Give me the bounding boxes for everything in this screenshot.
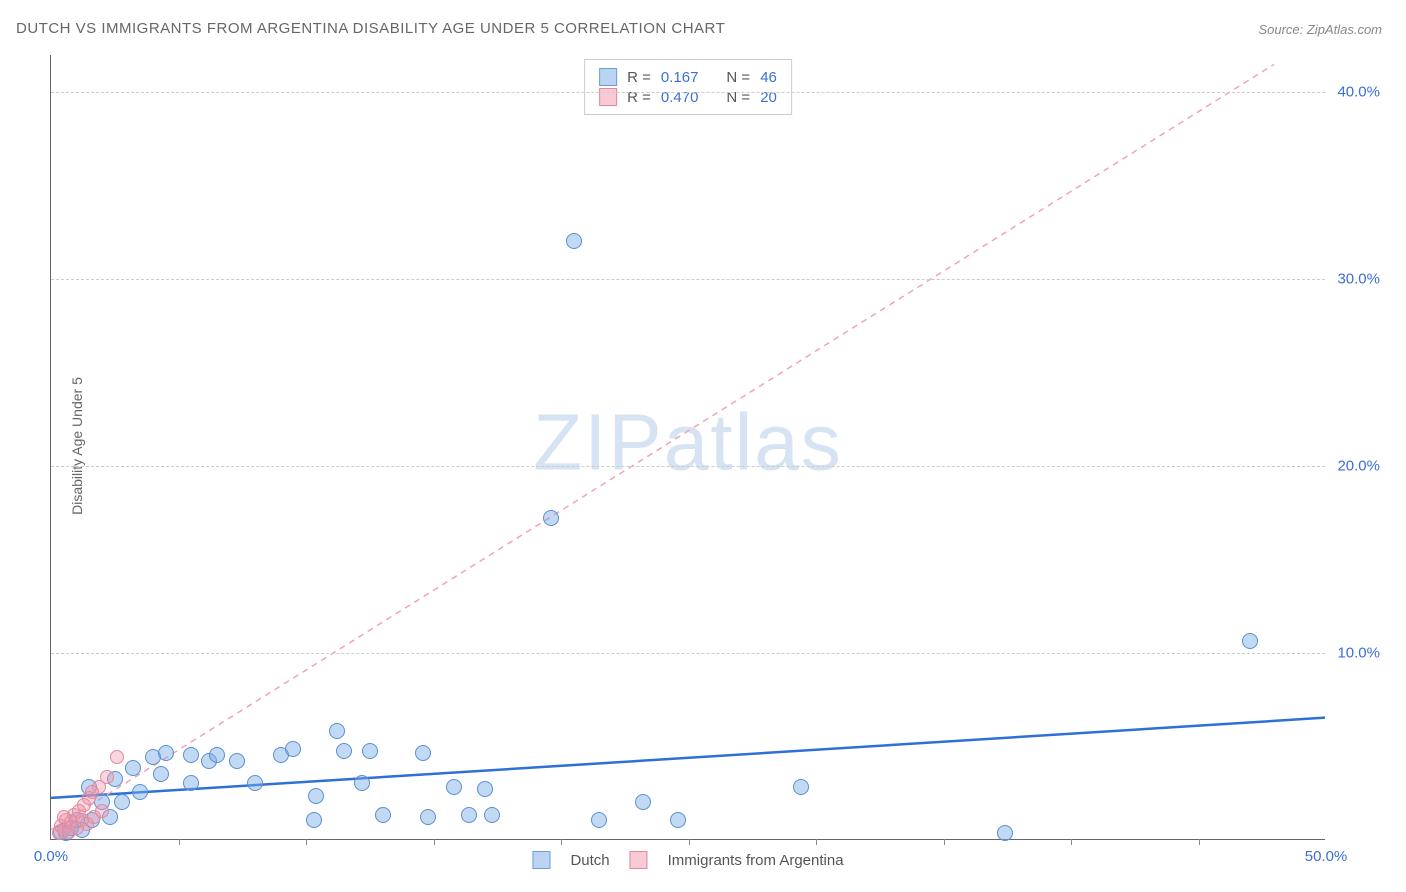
data-point [566, 233, 582, 249]
data-point [354, 775, 370, 791]
x-tick-label: 50.0% [1305, 848, 1348, 865]
plot-area: ZIPatlas R = 0.167 N = 46 R = 0.470 N = … [50, 55, 1325, 840]
x-tick [434, 839, 435, 845]
data-point [591, 812, 607, 828]
gridline [51, 466, 1325, 467]
x-tick [689, 839, 690, 845]
legend-row-argentina: R = 0.470 N = 20 [599, 88, 777, 106]
x-tick [561, 839, 562, 845]
x-tick [306, 839, 307, 845]
data-point [362, 743, 378, 759]
x-tick [1199, 839, 1200, 845]
data-point [85, 785, 99, 799]
x-tick [1071, 839, 1072, 845]
data-point [793, 779, 809, 795]
swatch-blue-icon [532, 851, 550, 869]
data-point [1242, 633, 1258, 649]
x-tick [816, 839, 817, 845]
gridline [51, 92, 1325, 93]
legend-label-dutch: Dutch [570, 852, 609, 869]
data-point [635, 794, 651, 810]
swatch-pink-icon [599, 88, 617, 106]
data-point [446, 779, 462, 795]
data-point [997, 825, 1013, 841]
data-point [100, 770, 114, 784]
data-point [484, 807, 500, 823]
data-point [420, 809, 436, 825]
data-point [153, 766, 169, 782]
x-tick-label: 0.0% [34, 848, 68, 865]
y-tick-label: 40.0% [1337, 84, 1380, 101]
data-point [415, 745, 431, 761]
legend-label-argentina: Immigrants from Argentina [668, 852, 844, 869]
data-point [375, 807, 391, 823]
gridline [51, 653, 1325, 654]
trend-lines [51, 55, 1325, 839]
swatch-pink-icon [630, 851, 648, 869]
legend-stats: R = 0.167 N = 46 R = 0.470 N = 20 [584, 59, 792, 115]
y-tick-label: 30.0% [1337, 271, 1380, 288]
data-point [209, 747, 225, 763]
data-point [670, 812, 686, 828]
data-point [461, 807, 477, 823]
data-point [336, 743, 352, 759]
data-point [329, 723, 345, 739]
swatch-blue-icon [599, 68, 617, 86]
data-point [114, 794, 130, 810]
data-point [285, 741, 301, 757]
chart-title: DUTCH VS IMMIGRANTS FROM ARGENTINA DISAB… [16, 20, 725, 37]
gridline [51, 279, 1325, 280]
legend-series: Dutch Immigrants from Argentina [532, 851, 843, 869]
data-point [543, 510, 559, 526]
data-point [183, 747, 199, 763]
data-point [95, 804, 109, 818]
data-point [308, 788, 324, 804]
watermark: ZIPatlas [533, 396, 842, 488]
legend-row-dutch: R = 0.167 N = 46 [599, 68, 777, 86]
x-tick [179, 839, 180, 845]
data-point [110, 750, 124, 764]
data-point [247, 775, 263, 791]
data-point [158, 745, 174, 761]
data-point [125, 760, 141, 776]
y-tick-label: 20.0% [1337, 458, 1380, 475]
data-point [132, 784, 148, 800]
x-tick [944, 839, 945, 845]
data-point [183, 775, 199, 791]
data-point [477, 781, 493, 797]
data-point [57, 810, 71, 824]
y-tick-label: 10.0% [1337, 645, 1380, 662]
data-point [229, 753, 245, 769]
source-label: Source: ZipAtlas.com [1258, 22, 1382, 37]
data-point [306, 812, 322, 828]
